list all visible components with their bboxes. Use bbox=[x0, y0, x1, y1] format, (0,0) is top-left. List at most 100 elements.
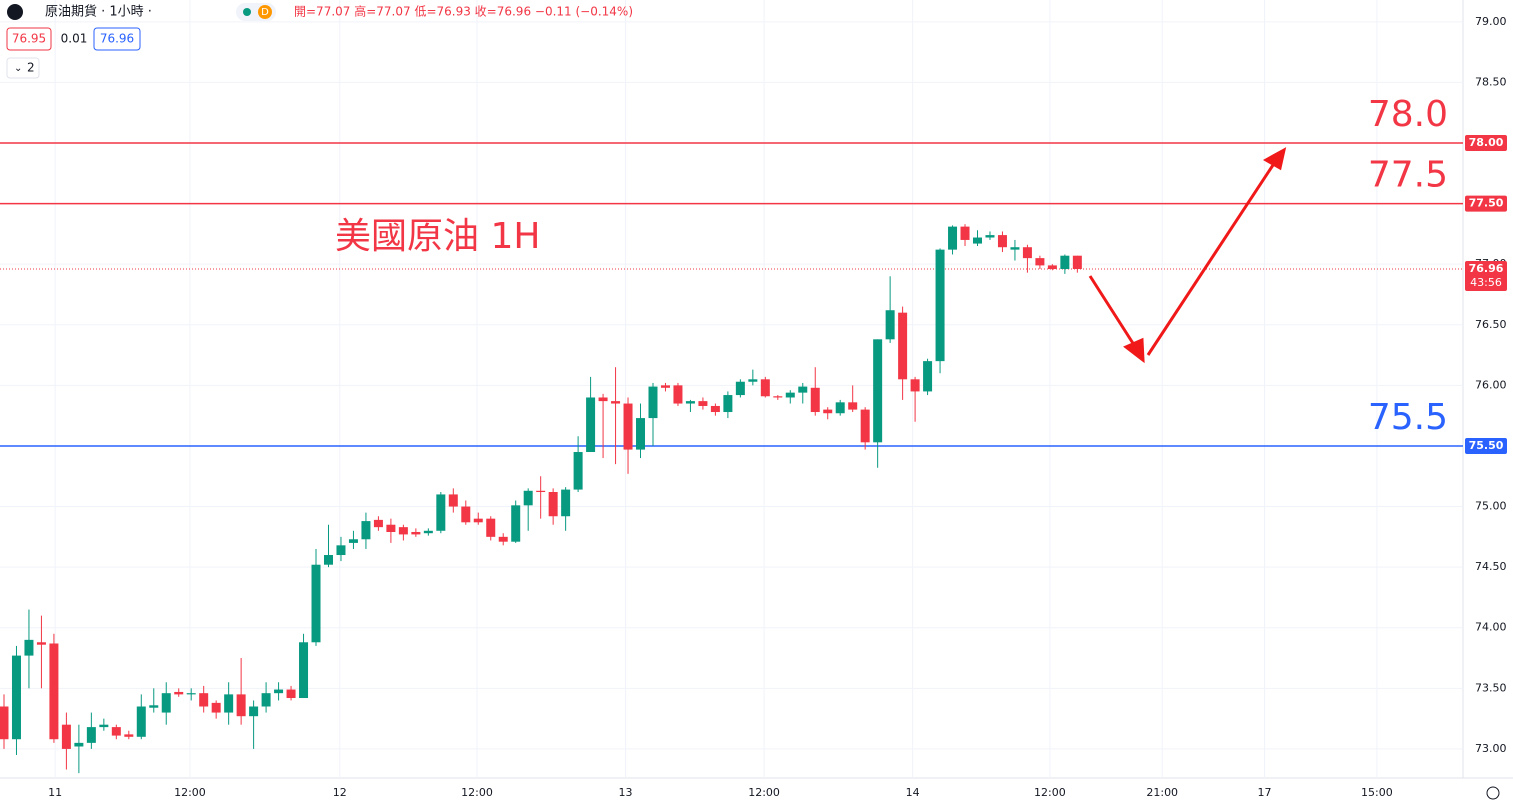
ask: 76.96 bbox=[100, 32, 134, 46]
candle-body bbox=[698, 401, 708, 406]
candle-body bbox=[748, 379, 758, 382]
candle-body bbox=[873, 339, 883, 443]
candle-body bbox=[561, 489, 571, 517]
candle-body bbox=[199, 693, 209, 707]
candle-body bbox=[299, 642, 309, 699]
candle-body bbox=[74, 742, 84, 747]
candle-body bbox=[249, 706, 259, 717]
indicator-toggle[interactable] bbox=[6, 57, 40, 79]
ask-box[interactable] bbox=[93, 27, 141, 51]
candle-body bbox=[760, 379, 770, 397]
grid bbox=[0, 0, 1463, 778]
candle-body bbox=[1047, 265, 1057, 270]
level-tag bbox=[1465, 437, 1507, 454]
candle-body bbox=[361, 521, 371, 540]
candle-body bbox=[448, 494, 458, 507]
candle-body bbox=[149, 705, 159, 708]
y-tick-label: 78.50 bbox=[1475, 75, 1507, 88]
candle-body bbox=[274, 689, 284, 694]
ohlc-header: 開=77.07 高=77.07 低=76.93 收=76.96 −0.11 (−… bbox=[294, 4, 633, 19]
flag-badge bbox=[258, 5, 272, 19]
candle-body bbox=[461, 506, 471, 523]
candle-body bbox=[985, 235, 995, 238]
level-annotation: 78.0 bbox=[1368, 94, 1448, 135]
candle-body bbox=[823, 409, 833, 414]
candle-body bbox=[785, 392, 795, 398]
candle-body bbox=[24, 639, 34, 656]
candle-body bbox=[124, 734, 134, 737]
candle-body bbox=[286, 689, 296, 699]
candle-body bbox=[161, 693, 171, 713]
candle-body bbox=[511, 505, 521, 542]
arrow-head bbox=[1123, 337, 1145, 364]
candle-body bbox=[835, 402, 845, 414]
candle-body bbox=[86, 727, 96, 743]
chevron: ⌄ bbox=[14, 63, 22, 74]
candle-body bbox=[573, 452, 583, 490]
candle-body bbox=[685, 401, 695, 404]
x-tick-label: 17 bbox=[1258, 786, 1272, 799]
y-tick-label: 75.00 bbox=[1475, 500, 1507, 513]
levels: 78.0 77.5 75.5 bbox=[0, 94, 1463, 447]
candle-body bbox=[648, 386, 658, 419]
status-dot bbox=[243, 8, 251, 16]
bid-box[interactable] bbox=[6, 27, 52, 51]
candle-body bbox=[486, 518, 496, 537]
arrow-up bbox=[1146, 161, 1277, 356]
candle-body bbox=[0, 706, 9, 740]
level-tag bbox=[1465, 195, 1507, 212]
candle-body bbox=[910, 379, 920, 392]
symbol-icon bbox=[7, 4, 23, 20]
x-tick-label: 13 bbox=[619, 786, 633, 799]
candle-body bbox=[710, 405, 720, 413]
bid: 76.95 bbox=[12, 32, 46, 46]
candle-body bbox=[611, 401, 621, 404]
y-tick-label: 76.50 bbox=[1475, 318, 1507, 331]
candle-body bbox=[860, 409, 870, 443]
candle-body bbox=[885, 310, 895, 340]
candle-body bbox=[136, 706, 146, 737]
arrow-head bbox=[1262, 147, 1287, 171]
candles bbox=[0, 224, 1082, 774]
candle-body bbox=[972, 237, 982, 244]
level-annotation: 75.5 bbox=[1368, 397, 1448, 438]
candle-body bbox=[211, 702, 221, 713]
candle-body bbox=[473, 518, 483, 523]
candle-body bbox=[1072, 255, 1082, 270]
candle-body bbox=[99, 724, 109, 728]
candle-body bbox=[336, 545, 346, 556]
candle-body bbox=[735, 381, 745, 396]
candle-body bbox=[49, 643, 59, 740]
candle-body bbox=[935, 249, 945, 362]
x-tick-label: 12:00 bbox=[1034, 786, 1066, 799]
flag: D bbox=[261, 7, 269, 18]
spread: 0.01 bbox=[61, 32, 88, 46]
candle-body bbox=[323, 555, 333, 565]
y-tick-label: 73.50 bbox=[1475, 681, 1507, 694]
candle-body bbox=[636, 418, 646, 450]
level-tag-label: 78.00 bbox=[1469, 136, 1504, 149]
x-tick-label: 15:00 bbox=[1361, 786, 1393, 799]
settings-icon[interactable] bbox=[1486, 786, 1500, 800]
candle-body bbox=[773, 396, 783, 398]
candle-body bbox=[1035, 258, 1045, 266]
candle-body bbox=[960, 226, 970, 240]
x-tick-label: 12:00 bbox=[174, 786, 206, 799]
candle-body bbox=[798, 386, 808, 393]
axes: 73.00 73.50 74.00 74.50 75.00 75.50 76.00 76.50… bbox=[48, 15, 1507, 799]
candle-body bbox=[174, 691, 184, 695]
x-tick-label: 11 bbox=[48, 786, 62, 799]
candle-body bbox=[548, 492, 558, 517]
candle-body bbox=[997, 235, 1007, 248]
candle-body bbox=[1010, 247, 1020, 250]
candle-body bbox=[411, 531, 421, 535]
candle-body bbox=[923, 361, 933, 392]
y-tick-label: 79.00 bbox=[1475, 15, 1507, 28]
y-tick-label: 73.00 bbox=[1475, 742, 1507, 755]
candle-body bbox=[586, 397, 596, 453]
x-tick-label: 12 bbox=[333, 786, 347, 799]
candle-body bbox=[398, 527, 408, 535]
candle-body bbox=[348, 539, 358, 543]
